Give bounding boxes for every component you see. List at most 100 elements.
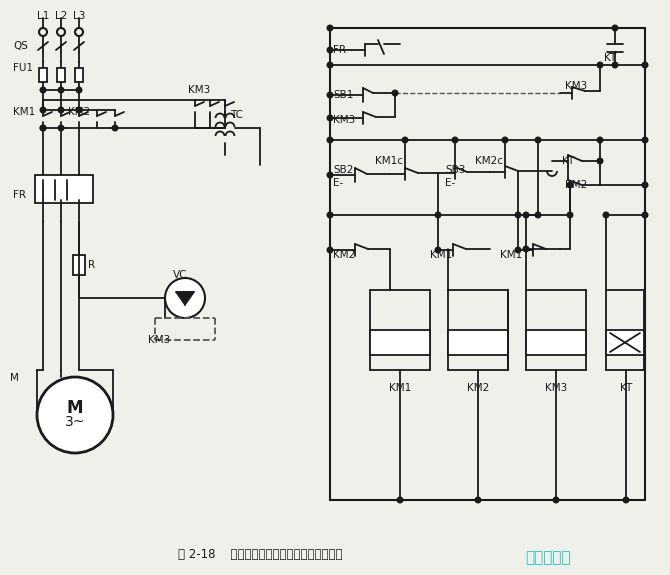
Circle shape bbox=[567, 212, 573, 218]
Circle shape bbox=[402, 137, 408, 143]
Text: TC: TC bbox=[230, 110, 243, 120]
Circle shape bbox=[40, 87, 46, 93]
Text: L1: L1 bbox=[37, 11, 49, 21]
Text: KM1: KM1 bbox=[500, 250, 522, 260]
Circle shape bbox=[436, 247, 441, 253]
Text: SB1: SB1 bbox=[333, 90, 353, 100]
Text: KM3: KM3 bbox=[188, 85, 210, 95]
Text: 图 2-18    电动机可逆运行的能耗制动控制线路: 图 2-18 电动机可逆运行的能耗制动控制线路 bbox=[178, 549, 342, 562]
Text: KM1: KM1 bbox=[389, 383, 411, 393]
Circle shape bbox=[502, 137, 508, 143]
Text: VC: VC bbox=[173, 270, 188, 280]
Circle shape bbox=[57, 28, 65, 36]
Circle shape bbox=[612, 62, 618, 68]
Circle shape bbox=[76, 87, 82, 93]
Bar bbox=[57, 68, 65, 82]
Circle shape bbox=[515, 212, 521, 218]
Text: KM3: KM3 bbox=[565, 81, 587, 91]
Text: FR: FR bbox=[333, 45, 346, 55]
Circle shape bbox=[643, 62, 648, 68]
Text: KM3: KM3 bbox=[148, 335, 170, 345]
Circle shape bbox=[553, 497, 559, 503]
Text: M: M bbox=[67, 399, 83, 417]
Circle shape bbox=[327, 172, 333, 178]
Text: L2: L2 bbox=[55, 11, 67, 21]
Bar bbox=[39, 68, 47, 82]
Text: M: M bbox=[10, 373, 19, 383]
Circle shape bbox=[515, 247, 521, 253]
Circle shape bbox=[643, 212, 648, 218]
Circle shape bbox=[37, 377, 113, 453]
Circle shape bbox=[165, 278, 205, 318]
Circle shape bbox=[523, 212, 529, 218]
Text: FR: FR bbox=[13, 190, 26, 200]
Text: QS: QS bbox=[13, 41, 28, 51]
Text: KM3: KM3 bbox=[545, 383, 567, 393]
Bar bbox=[75, 68, 83, 82]
Bar bbox=[606, 330, 644, 355]
Circle shape bbox=[327, 92, 333, 98]
Text: KT: KT bbox=[604, 53, 616, 63]
Circle shape bbox=[327, 247, 333, 253]
Bar bbox=[448, 330, 508, 355]
Bar bbox=[370, 330, 430, 355]
Text: KT: KT bbox=[620, 383, 632, 393]
Circle shape bbox=[58, 107, 64, 113]
Text: SB3: SB3 bbox=[445, 165, 466, 175]
Circle shape bbox=[436, 212, 441, 218]
Circle shape bbox=[643, 137, 648, 143]
Circle shape bbox=[76, 107, 82, 113]
Circle shape bbox=[327, 137, 333, 143]
Polygon shape bbox=[176, 292, 194, 305]
Circle shape bbox=[40, 125, 46, 131]
Circle shape bbox=[612, 25, 618, 31]
Circle shape bbox=[535, 137, 541, 143]
Circle shape bbox=[452, 137, 458, 143]
Text: KT: KT bbox=[562, 156, 574, 166]
Text: E-: E- bbox=[445, 178, 455, 188]
Circle shape bbox=[58, 87, 64, 93]
Circle shape bbox=[327, 115, 333, 121]
Circle shape bbox=[567, 182, 573, 188]
Circle shape bbox=[327, 62, 333, 68]
Text: KM2: KM2 bbox=[68, 107, 90, 117]
Circle shape bbox=[597, 62, 603, 68]
Circle shape bbox=[327, 25, 333, 31]
Circle shape bbox=[40, 107, 46, 113]
Circle shape bbox=[475, 497, 481, 503]
Text: L3: L3 bbox=[73, 11, 85, 21]
Text: KM2: KM2 bbox=[565, 180, 587, 190]
Text: KM2c: KM2c bbox=[475, 156, 503, 166]
Circle shape bbox=[597, 137, 603, 143]
Circle shape bbox=[523, 246, 529, 252]
Circle shape bbox=[623, 497, 629, 503]
Circle shape bbox=[643, 182, 648, 188]
Text: R: R bbox=[88, 260, 95, 270]
Circle shape bbox=[327, 47, 333, 53]
Circle shape bbox=[40, 125, 46, 131]
Circle shape bbox=[58, 125, 64, 131]
Text: KM2: KM2 bbox=[467, 383, 489, 393]
Bar bbox=[73, 255, 85, 275]
Text: KM1: KM1 bbox=[430, 250, 452, 260]
Bar bbox=[526, 330, 586, 355]
Text: KM2: KM2 bbox=[333, 250, 355, 260]
Circle shape bbox=[535, 212, 541, 218]
Circle shape bbox=[597, 158, 603, 164]
Text: KM1c: KM1c bbox=[375, 156, 403, 166]
Circle shape bbox=[75, 28, 83, 36]
Circle shape bbox=[392, 90, 398, 96]
Bar bbox=[35, 175, 93, 203]
Text: KM3: KM3 bbox=[333, 115, 355, 125]
Text: E-: E- bbox=[333, 178, 343, 188]
Text: 自动秒链接: 自动秒链接 bbox=[525, 550, 571, 565]
Circle shape bbox=[39, 28, 47, 36]
Text: SB2: SB2 bbox=[333, 165, 353, 175]
Circle shape bbox=[327, 212, 333, 218]
Text: 3~: 3~ bbox=[65, 415, 85, 429]
Circle shape bbox=[603, 212, 609, 218]
Circle shape bbox=[397, 497, 403, 503]
Text: KM1: KM1 bbox=[13, 107, 36, 117]
Circle shape bbox=[112, 125, 118, 131]
Text: FU1: FU1 bbox=[13, 63, 33, 73]
